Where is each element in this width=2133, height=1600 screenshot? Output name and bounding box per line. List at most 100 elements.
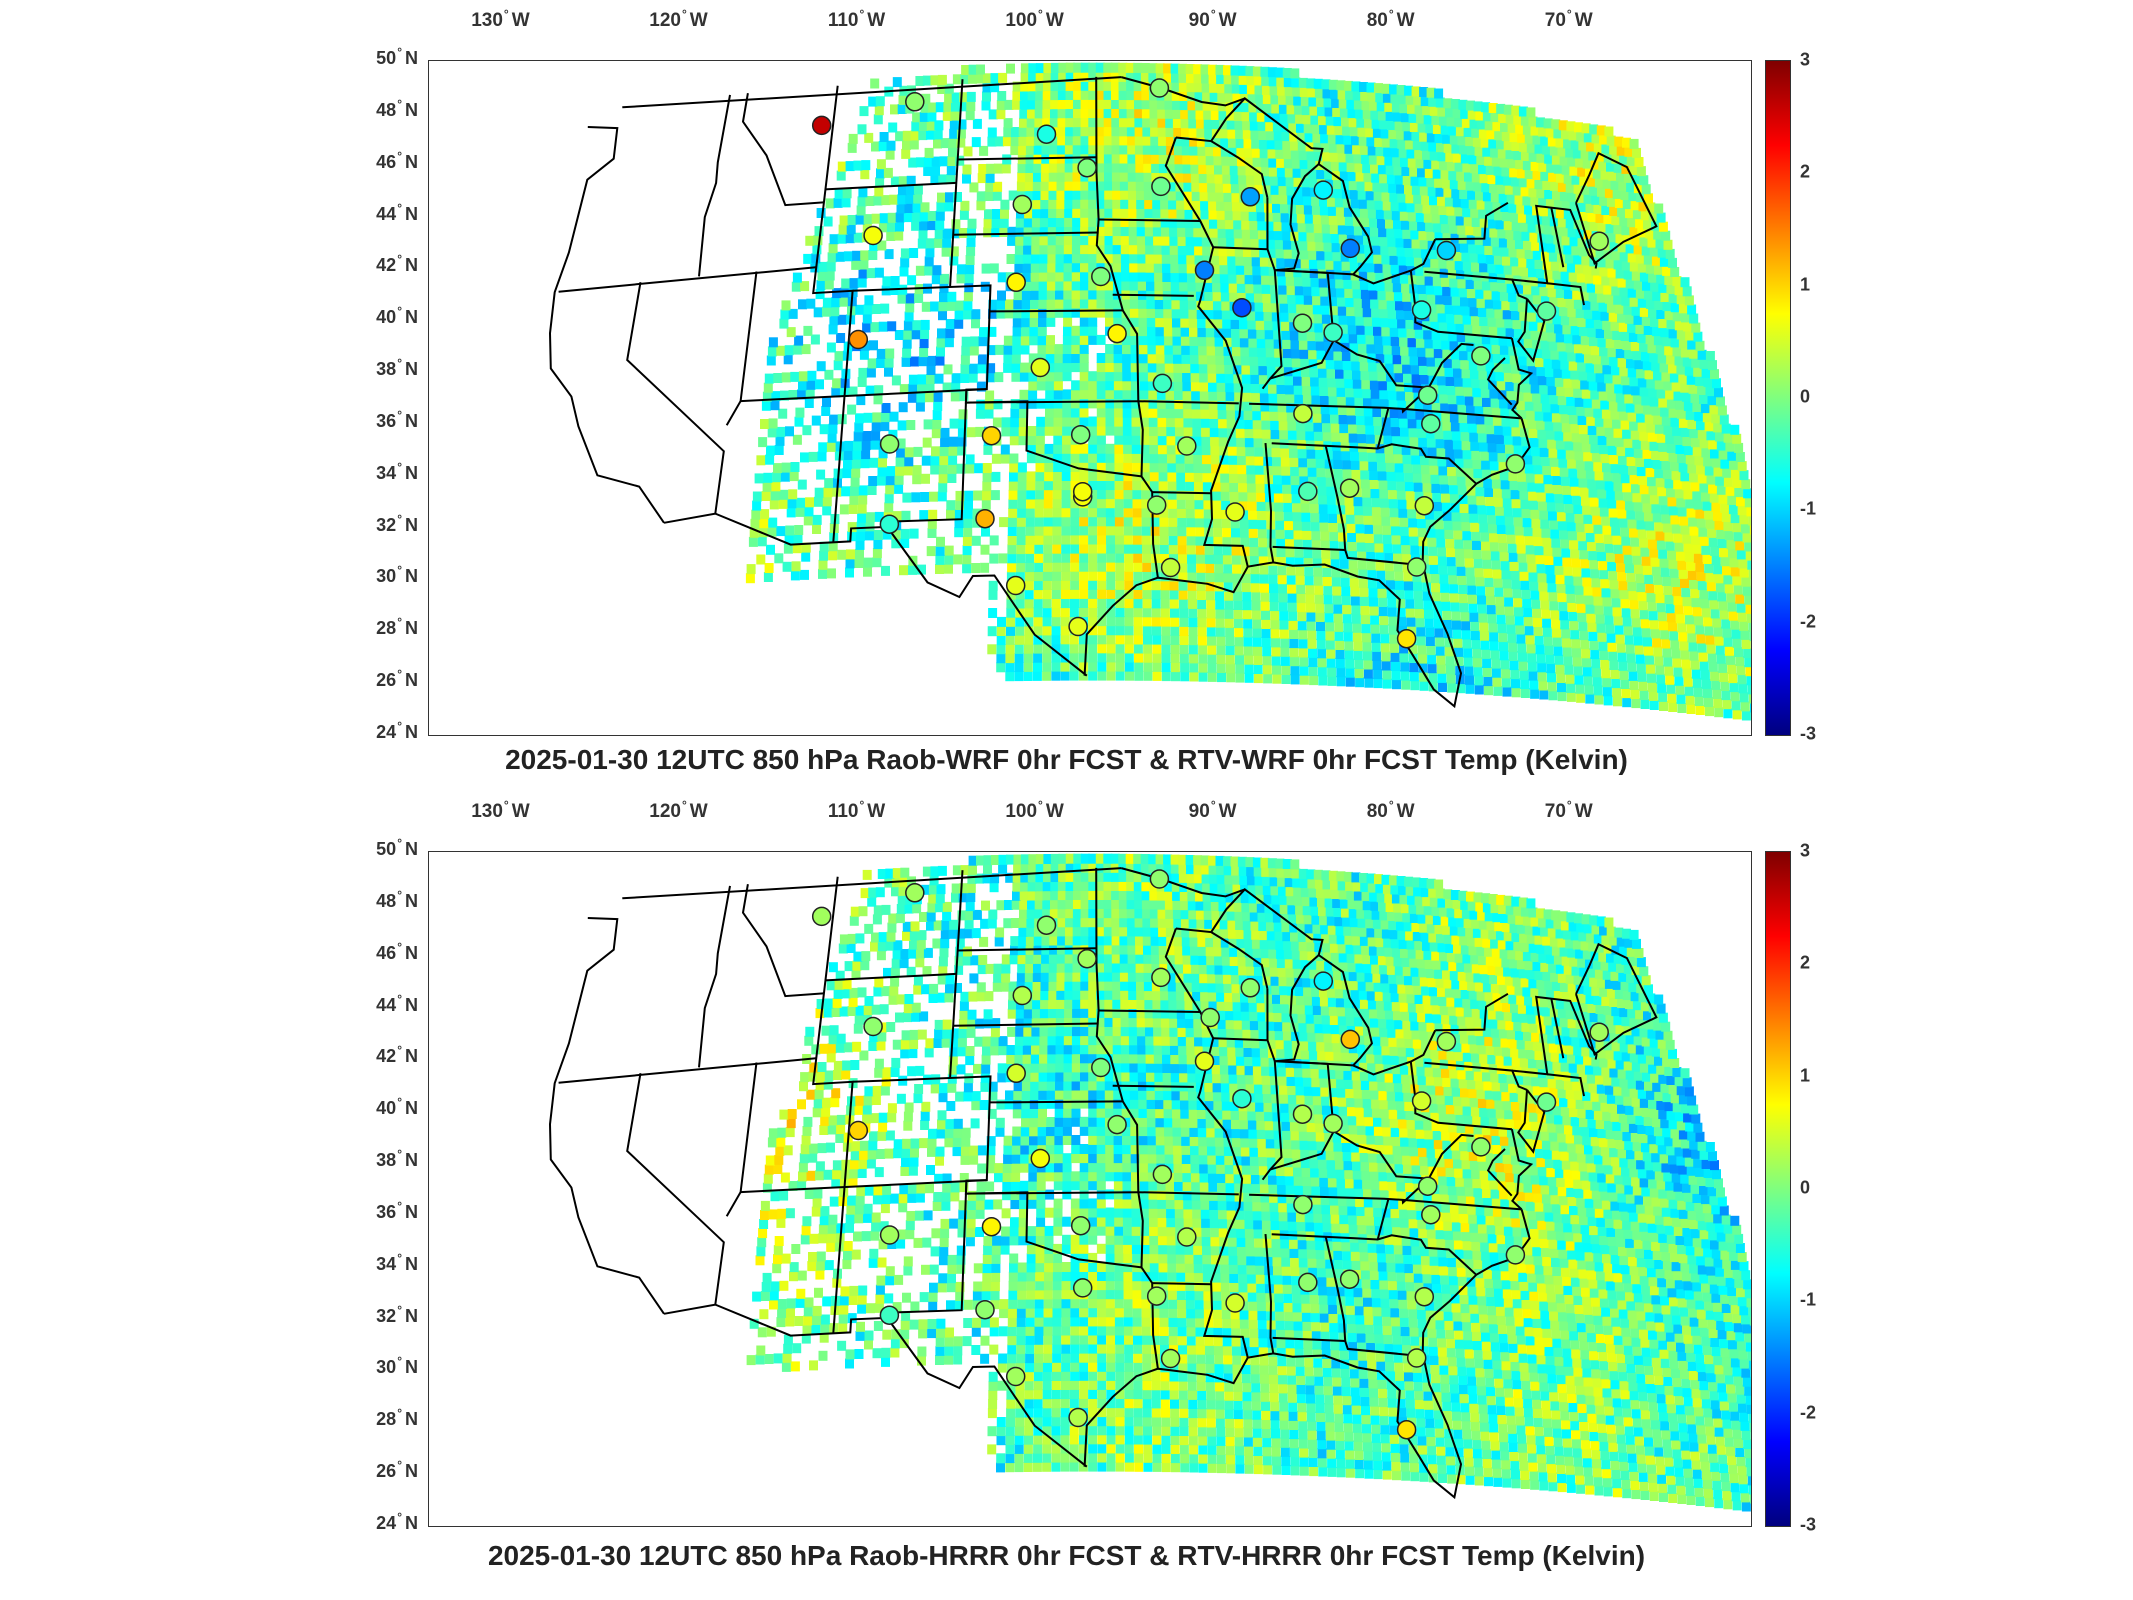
field-cell [1317,648,1327,659]
field-cell [1150,543,1160,554]
field-cell [1207,372,1217,383]
field-cell [1354,306,1364,317]
field-cell [1666,443,1676,453]
field-cell [963,527,973,537]
field-cell [1155,308,1164,319]
field-cell [1253,673,1263,684]
field-cell [1727,601,1737,612]
field-cell [1005,299,1014,310]
field-cell [1601,275,1611,286]
field-cell [1060,607,1070,618]
field-cell [1260,600,1270,611]
field-cell [1496,514,1505,525]
field-cell [1734,487,1744,498]
field-cell [804,506,814,517]
field-cell [1177,245,1187,256]
field-cell [1620,419,1630,430]
field-cell [1565,673,1575,684]
field-cell [1424,338,1434,349]
field-cell [1245,446,1255,457]
field-cell [1285,384,1295,395]
field-cell [1445,313,1455,324]
field-cell [1208,381,1217,392]
field-cell [1071,307,1081,318]
field-cell [1691,534,1700,545]
field-cell [1647,601,1657,612]
field-cell [1491,658,1501,669]
field-cell [932,265,942,276]
field-cell [841,278,851,289]
field-cell [1624,634,1634,645]
field-cell [1463,323,1473,334]
field-cell [1125,670,1134,681]
field-cell [794,335,804,346]
field-cell [1699,482,1709,493]
field-cell [1169,589,1179,600]
field-cell [1629,420,1639,431]
field-cell [1178,553,1187,564]
field-cell [1129,271,1139,282]
field-cell [1275,519,1285,530]
field-cell [1080,262,1089,273]
field-cell [1244,419,1254,430]
field-cell [1416,635,1426,646]
field-cell [1295,565,1305,576]
field-cell [1715,475,1725,486]
field-cell [1513,597,1523,608]
field-cell [1151,580,1161,591]
field-cell [1405,256,1415,267]
field-cell [811,253,821,264]
field-cell [780,390,789,401]
field-cell [1062,362,1072,373]
field-cell [1145,244,1155,255]
field-cell [1408,346,1418,357]
field-cell [1141,480,1151,491]
field-cell [1326,657,1336,668]
field-cell [1458,584,1468,594]
field-cell [1626,572,1636,582]
field-cell [1644,645,1653,656]
field-cell [1482,468,1492,479]
field-cell [1079,570,1089,581]
field-cell [1291,348,1301,359]
field-cell [1140,425,1150,436]
field-cell [1419,239,1429,250]
field-cell [1405,490,1415,501]
field-cell [1621,607,1631,618]
field-cell [1131,407,1141,418]
field-cell [1262,293,1272,303]
field-cell [1012,344,1022,355]
field-cell [1179,607,1189,618]
field-cell [1384,353,1394,364]
field-cell [1502,497,1512,508]
field-cell [1320,295,1330,306]
field-cell [1080,271,1089,282]
field-cell [848,504,858,514]
field-cell [1525,544,1535,555]
field-cell [1653,335,1663,346]
map-plot-area [428,60,1752,736]
field-cell [1150,534,1160,545]
field-cell [1322,567,1332,577]
field-cell [1069,634,1079,645]
field-cell [1149,471,1159,482]
field-cell [842,468,852,479]
field-cell [881,403,891,413]
field-cell [1184,218,1194,228]
field-cell [1598,390,1608,401]
field-cell [1133,589,1143,600]
field-cell [1161,634,1171,645]
field-cell [1023,226,1033,237]
field-cell [1033,634,1043,645]
field-cell [1123,452,1133,463]
field-cell [1170,644,1180,654]
field-cell [1505,443,1514,454]
field-cell [982,490,991,501]
field-cell [1562,484,1572,495]
field-cell [1673,479,1683,490]
field-cell [1258,365,1268,376]
field-cell [1283,502,1293,512]
field-cell [991,227,1001,238]
field-cell [1356,424,1366,435]
field-cell [1257,356,1267,367]
